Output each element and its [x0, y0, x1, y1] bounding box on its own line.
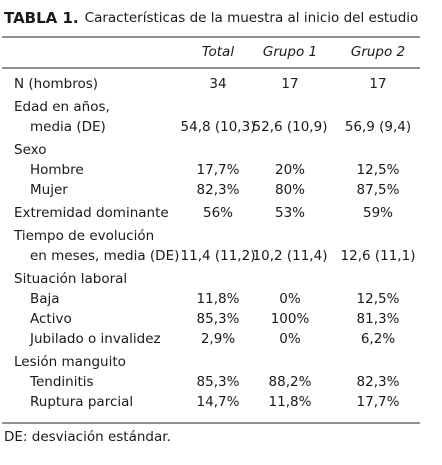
row-label: Ruptura parcial: [30, 394, 133, 410]
cell: 59%: [363, 205, 393, 221]
footnote: DE: desviación estándar.: [4, 429, 171, 445]
row-label: Sexo: [14, 142, 46, 158]
column-header: Grupo 2: [351, 44, 405, 60]
cell: 34: [209, 76, 226, 92]
cell: 11,4 (11,2): [181, 248, 256, 264]
row-label: Activo: [30, 311, 72, 327]
cell: 56%: [203, 205, 233, 221]
row-label: Edad en años,: [14, 99, 110, 115]
row-label: Tendinitis: [29, 374, 94, 390]
cell: 17: [281, 76, 298, 92]
cell: 20%: [275, 162, 305, 178]
row-label: en meses, media (DE): [30, 248, 179, 264]
cell: 12,5%: [357, 162, 400, 178]
cell: 14,7%: [197, 394, 240, 410]
row-label: Hombre: [30, 162, 84, 178]
cell: 82,3%: [197, 182, 240, 198]
row-label: Situación laboral: [14, 271, 127, 287]
row-label: Lesión manguito: [14, 354, 126, 370]
column-header: Total: [202, 44, 234, 60]
cell: 53%: [275, 205, 305, 221]
cell: 80%: [275, 182, 305, 198]
title-text: Características de la muestra al inicio …: [85, 10, 419, 26]
cell: 12,6 (11,1): [341, 248, 416, 264]
cell: 0%: [279, 331, 301, 347]
row-label: media (DE): [30, 119, 106, 135]
row-label: Jubilado o invalidez: [29, 331, 161, 347]
cell: 52,6 (10,9): [253, 119, 328, 135]
cell: 12,5%: [357, 291, 400, 307]
cell: 56,9 (9,4): [345, 119, 411, 135]
row-label: Baja: [30, 291, 60, 307]
cell: 17: [369, 76, 386, 92]
cell: 6,2%: [361, 331, 395, 347]
cell: 11,8%: [269, 394, 312, 410]
row-label: N (hombros): [14, 76, 98, 92]
row-label: Mujer: [30, 182, 68, 198]
cell: 85,3%: [197, 311, 240, 327]
cell: 54,8 (10,3): [181, 119, 256, 135]
cell: 82,3%: [357, 374, 400, 390]
cell: 100%: [271, 311, 310, 327]
cell: 85,3%: [197, 374, 240, 390]
cell: 88,2%: [269, 374, 312, 390]
cell: 2,9%: [201, 331, 235, 347]
column-header: Grupo 1: [263, 44, 317, 60]
cell: 17,7%: [357, 394, 400, 410]
cell: 81,3%: [357, 311, 400, 327]
title-label: TABLA 1.: [4, 9, 79, 27]
cell: 17,7%: [197, 162, 240, 178]
row-label: Tiempo de evolución: [13, 228, 154, 244]
title: TABLA 1. Características de la muestra al…: [4, 9, 418, 27]
cell: 11,8%: [197, 291, 240, 307]
cell: 87,5%: [357, 182, 400, 198]
cell: 10,2 (11,4): [253, 248, 328, 264]
cell: 0%: [279, 291, 301, 307]
row-label: Extremidad dominante: [14, 205, 169, 221]
